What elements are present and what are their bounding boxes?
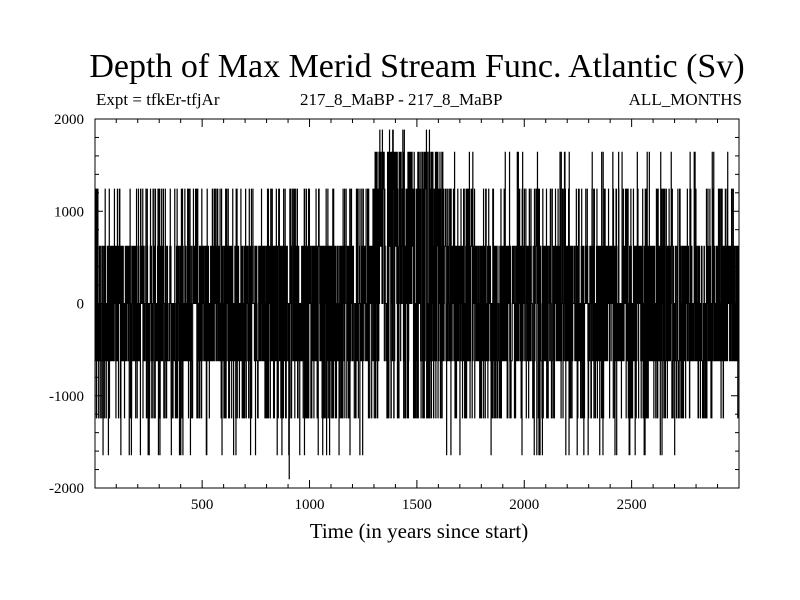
experiment-label: Expt = tfkEr-tfjAr (96, 90, 220, 109)
x-tick-label: 1500 (402, 497, 432, 513)
x-tick-label: 500 (191, 497, 214, 513)
x-axis-label: Time (in years since start) (309, 519, 529, 543)
y-tick-label: -2000 (49, 481, 84, 497)
y-tick-label: 0 (77, 297, 85, 313)
y-tick-label: 2000 (54, 112, 84, 128)
chart-title: Depth of Max Merid Stream Func. Atlantic… (89, 48, 745, 85)
experiment-period-label: 217_8_MaBP - 217_8_MaBP (300, 90, 503, 109)
x-tick-label: 2000 (509, 497, 539, 513)
series-line (94, 129, 740, 480)
y-tick-label: -1000 (49, 389, 84, 405)
months-label: ALL_MONTHS (628, 90, 742, 109)
axis-ticks: 500 1000 1500 2000 2500 -2000 -1000 0 1000 2000 (49, 112, 739, 513)
series-path (94, 129, 740, 480)
x-tick-label: 1000 (295, 497, 325, 513)
x-tick-label: 2500 (617, 497, 647, 513)
y-tick-label: 1000 (54, 204, 84, 220)
